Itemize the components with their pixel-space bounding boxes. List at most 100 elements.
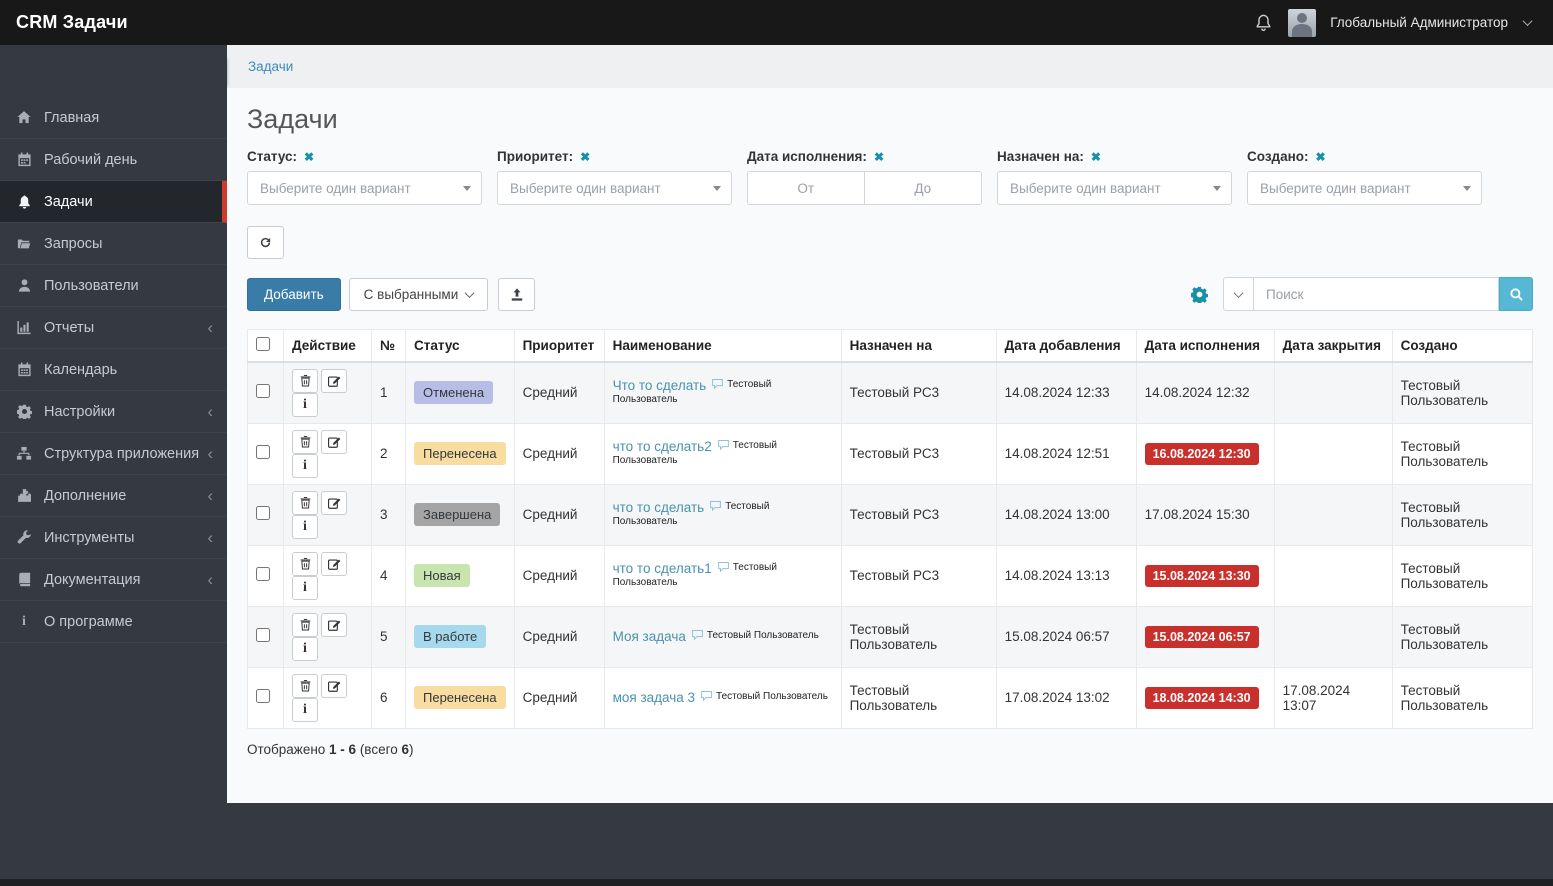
sidebar-item-label: Календарь [44, 361, 118, 378]
row-checkbox[interactable] [256, 628, 270, 642]
sidebar-item-label: Пользователи [44, 277, 139, 294]
info-button[interactable]: i [292, 514, 318, 539]
task-link[interactable]: что то сделать1 [612, 560, 712, 576]
delete-button[interactable] [292, 490, 318, 515]
row-checkbox[interactable] [256, 689, 270, 703]
table-settings-gear-icon[interactable] [1191, 286, 1208, 303]
column-header: № [371, 329, 406, 363]
task-link[interactable]: Моя задача [612, 629, 686, 644]
column-header: Дата исполнения [1135, 329, 1275, 363]
table-row: i 6 Перенесена Средний моя задача 3 Тестовый … [247, 666, 1534, 729]
row-checkbox[interactable] [256, 567, 270, 581]
delete-button[interactable] [292, 612, 318, 637]
created-cell: Тестовый Пользователь [1391, 544, 1534, 607]
sidebar-item-13[interactable]: i О программе [0, 601, 227, 643]
with-selected-button[interactable]: С выбранными [348, 277, 489, 311]
sidebar-item-1[interactable]: Главная [0, 97, 227, 139]
due-date-to-input[interactable] [864, 171, 982, 205]
sidebar-item-11[interactable]: Инструменты ‹ [0, 517, 227, 559]
sidebar-item-label: Запросы [44, 235, 103, 252]
column-header: Действие [283, 329, 372, 363]
delete-button[interactable] [292, 551, 318, 576]
search-options-button[interactable] [1223, 277, 1254, 311]
sidebar-item-5[interactable]: Пользователи [0, 265, 227, 307]
filter-due-date-label: Дата исполнения: [747, 149, 867, 164]
clear-created-filter-icon[interactable]: ✖ [1315, 149, 1326, 164]
bell-icon [15, 194, 33, 210]
caret-down-icon [1213, 185, 1221, 191]
sidebar-item-3[interactable]: Задачи [0, 181, 227, 223]
tasks-table: Действие № Статус Приоритет Наименование Назн… [247, 329, 1534, 729]
edit-button[interactable] [321, 490, 347, 515]
created-cell: Тестовый Пользователь [1391, 422, 1534, 485]
priority-cell: Средний [513, 544, 605, 607]
delete-button[interactable] [292, 429, 318, 454]
filters: Статус: ✖ Выберите один вариант Приоритет… [247, 149, 1533, 205]
status-badge: В работе [414, 625, 487, 648]
sidebar-item-label: О программе [44, 613, 133, 630]
clear-priority-filter-icon[interactable]: ✖ [580, 149, 591, 164]
row-checkbox[interactable] [256, 445, 270, 459]
task-link[interactable]: Что то сделать [612, 377, 707, 393]
filter-created-label: Создано: [1247, 149, 1309, 164]
user-avatar[interactable] [1288, 8, 1317, 37]
filter-priority: Приоритет: ✖ Выберите один вариант [497, 149, 732, 205]
refresh-button[interactable] [247, 226, 284, 259]
edit-button[interactable] [321, 429, 347, 454]
info-button[interactable]: i [292, 636, 318, 661]
sidebar-item-4[interactable]: Запросы [0, 223, 227, 265]
clear-status-filter-icon[interactable]: ✖ [304, 149, 315, 164]
edit-button[interactable] [321, 368, 347, 393]
select-all-checkbox[interactable] [256, 336, 270, 351]
comment-bubble-icon [700, 690, 713, 705]
row-number: 5 [371, 605, 406, 668]
due-date-from-input[interactable] [747, 171, 865, 205]
sidebar-item-2[interactable]: Рабочий день [0, 139, 227, 181]
sidebar-item-10[interactable]: Дополнение ‹ [0, 475, 227, 517]
filter-assigned-label: Назначен на: [997, 149, 1084, 164]
upload-button[interactable] [498, 277, 536, 311]
sidebar-item-9[interactable]: Структура приложения ‹ [0, 433, 227, 475]
search-button[interactable] [1499, 277, 1533, 311]
user-menu-chevron-down-icon[interactable] [1522, 16, 1533, 27]
caret-down-icon [463, 185, 471, 191]
clear-assigned-filter-icon[interactable]: ✖ [1090, 149, 1101, 164]
task-link[interactable]: что то сделать [612, 499, 705, 515]
edit-button[interactable] [321, 673, 347, 698]
assigned-filter-select[interactable]: Выберите один вариант [997, 171, 1232, 205]
edit-button[interactable] [321, 612, 347, 637]
sidebar-item-6[interactable]: Отчеты ‹ [0, 307, 227, 349]
date-closed-cell [1273, 422, 1393, 485]
status-filter-select[interactable]: Выберите один вариант [247, 171, 482, 205]
breadcrumb-link-tasks[interactable]: Задачи [248, 59, 294, 74]
sitemap-icon [15, 446, 33, 462]
notifications-bell-icon[interactable] [1252, 12, 1274, 34]
sidebar-item-label: Инструменты [44, 529, 135, 546]
info-button[interactable]: i [292, 453, 318, 478]
delete-button[interactable] [292, 368, 318, 393]
priority-filter-select[interactable]: Выберите один вариант [497, 171, 732, 205]
sidebar-item-12[interactable]: Документация ‹ [0, 559, 227, 601]
task-link[interactable]: что то сделать2 [612, 438, 712, 454]
task-link[interactable]: моя задача 3 [612, 690, 696, 705]
app-title: CRM Задачи [16, 12, 128, 32]
add-button[interactable]: Добавить [247, 277, 341, 311]
row-checkbox[interactable] [256, 384, 270, 398]
comment-bubble-icon [717, 439, 730, 454]
row-checkbox[interactable] [256, 506, 270, 520]
sidebar-item-label: Документация [44, 571, 141, 588]
created-filter-select[interactable]: Выберите один вариант [1247, 171, 1482, 205]
edit-button[interactable] [321, 551, 347, 576]
delete-button[interactable] [292, 673, 318, 698]
info-button[interactable]: i [292, 697, 318, 722]
sidebar-item-8[interactable]: Настройки ‹ [0, 391, 227, 433]
priority-cell: Средний [513, 361, 605, 424]
created-cell: Тестовый Пользователь [1391, 483, 1534, 546]
sidebar-item-7[interactable]: Календарь [0, 349, 227, 391]
info-button[interactable]: i [292, 575, 318, 600]
column-header: Приоритет [513, 329, 605, 363]
info-button[interactable]: i [292, 392, 318, 417]
user-name: Глобальный Администратор [1330, 15, 1508, 30]
clear-due-date-filter-icon[interactable]: ✖ [873, 149, 884, 164]
search-input[interactable] [1254, 277, 1499, 311]
